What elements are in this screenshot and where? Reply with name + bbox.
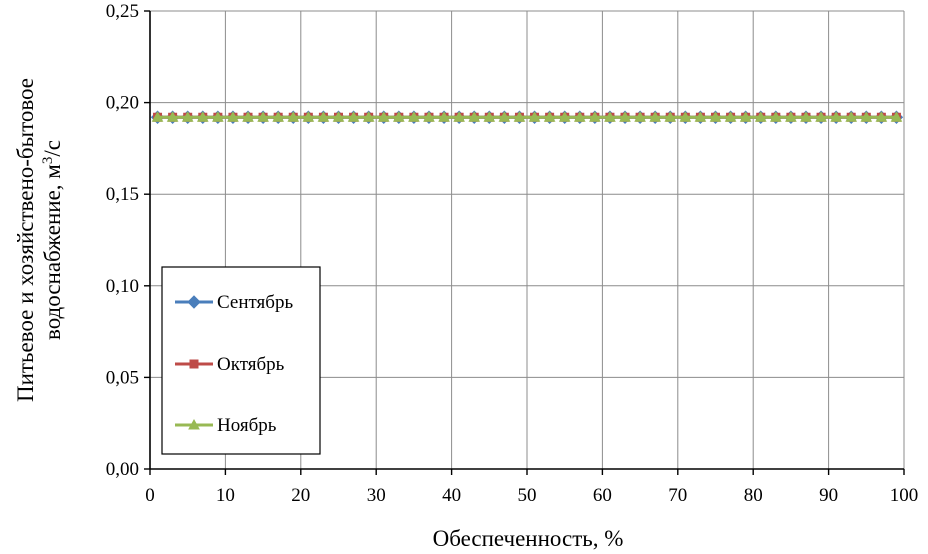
data-point xyxy=(392,111,405,122)
x-tick-label: 30 xyxy=(367,485,386,506)
data-point xyxy=(634,111,646,122)
x-tick-label: 80 xyxy=(744,485,763,506)
legend-label: Октябрь xyxy=(217,354,285,375)
data-point xyxy=(513,111,526,122)
y-axis-title: Питьевое и хозяйствено-бытовое водоснабж… xyxy=(13,78,65,402)
data-point xyxy=(769,111,782,122)
x-tick-label: 40 xyxy=(442,485,461,506)
legend-box xyxy=(161,266,321,455)
data-point xyxy=(875,111,888,122)
legend-marker xyxy=(189,359,199,369)
legend-item: Сентябрь xyxy=(175,292,293,313)
data-point xyxy=(604,111,616,122)
y-axis-title-line2: водоснабжение, м3/с xyxy=(40,140,65,340)
data-point xyxy=(724,111,737,122)
x-tick-label: 70 xyxy=(668,485,687,506)
data-point xyxy=(709,111,722,122)
legend-marker xyxy=(188,418,200,430)
x-tick-label: 20 xyxy=(291,485,310,506)
legend-label: Ноябрь xyxy=(217,415,277,436)
y-axis-title-suffix: /с xyxy=(40,140,65,157)
data-point xyxy=(800,111,812,122)
y-tick-label: 0,00 xyxy=(106,459,139,480)
data-point xyxy=(287,111,300,122)
data-point xyxy=(649,111,662,122)
y-tick-labels: 0,00 0,05 0,10 0,15 0,20 0,25 xyxy=(106,1,139,480)
data-point xyxy=(362,111,375,122)
legend-item: Ноябрь xyxy=(175,415,277,436)
data-point xyxy=(272,111,285,122)
data-point xyxy=(890,111,903,122)
data-point xyxy=(347,111,360,122)
data-point xyxy=(815,111,827,122)
data-point xyxy=(227,111,239,122)
data-point xyxy=(242,111,254,122)
data-point xyxy=(558,111,571,122)
data-point xyxy=(196,111,209,122)
data-point xyxy=(317,111,330,122)
data-point xyxy=(302,111,315,122)
data-point xyxy=(785,111,797,122)
x-tick-label: 50 xyxy=(518,485,537,506)
data-point xyxy=(453,111,465,122)
y-tick-label: 0,10 xyxy=(106,276,139,297)
data-point xyxy=(377,111,390,122)
data-point xyxy=(573,111,586,122)
legend-items: Сентябрь Октябрь Ноябрь xyxy=(175,292,293,436)
x-tick-label: 0 xyxy=(145,485,155,506)
data-point xyxy=(212,111,224,122)
y-axis-title-prefix: водоснабжение, м xyxy=(40,164,65,340)
x-tick-label: 100 xyxy=(890,485,919,506)
data-point xyxy=(408,111,420,122)
data-point xyxy=(543,111,556,122)
axes xyxy=(144,10,905,475)
y-axis-title-line1: Питьевое и хозяйствено-бытовое xyxy=(13,78,38,402)
data-point xyxy=(257,111,269,122)
x-axis-title: Обеспеченность, % xyxy=(433,526,624,551)
data-point xyxy=(498,111,511,122)
data-point xyxy=(589,111,601,122)
y-axis-title-superscript: 3 xyxy=(40,157,56,165)
data-point xyxy=(423,111,435,122)
data-point xyxy=(694,111,707,122)
legend-marker xyxy=(187,295,201,309)
data-point xyxy=(830,111,842,122)
x-tick-label: 60 xyxy=(593,485,612,506)
data-point xyxy=(332,111,345,122)
y-tick-label: 0,20 xyxy=(106,93,139,114)
data-point xyxy=(860,111,873,122)
data-point xyxy=(468,111,481,122)
legend: Сентябрь Октябрь Ноябрь xyxy=(161,266,321,455)
data-point xyxy=(619,111,631,122)
series-layer xyxy=(150,110,904,124)
data-point xyxy=(664,111,677,122)
data-point xyxy=(438,111,450,122)
y-tick-label: 0,05 xyxy=(106,367,139,388)
y-tick-label: 0,25 xyxy=(106,1,139,22)
x-tick-labels: 0 10 20 30 40 50 60 70 80 90 100 xyxy=(145,485,918,506)
legend-label: Сентябрь xyxy=(217,292,293,313)
x-tick-label: 10 xyxy=(216,485,235,506)
data-point xyxy=(679,111,692,122)
data-point xyxy=(739,111,752,122)
data-point xyxy=(845,111,858,122)
data-point xyxy=(483,111,496,122)
legend-item: Октябрь xyxy=(175,354,285,375)
data-point xyxy=(528,111,541,122)
data-point xyxy=(754,111,767,122)
y-tick-label: 0,15 xyxy=(106,184,139,205)
data-point xyxy=(151,111,164,122)
data-point xyxy=(181,111,194,122)
x-tick-label: 90 xyxy=(819,485,838,506)
data-point xyxy=(166,111,179,122)
series-3 xyxy=(151,111,903,122)
